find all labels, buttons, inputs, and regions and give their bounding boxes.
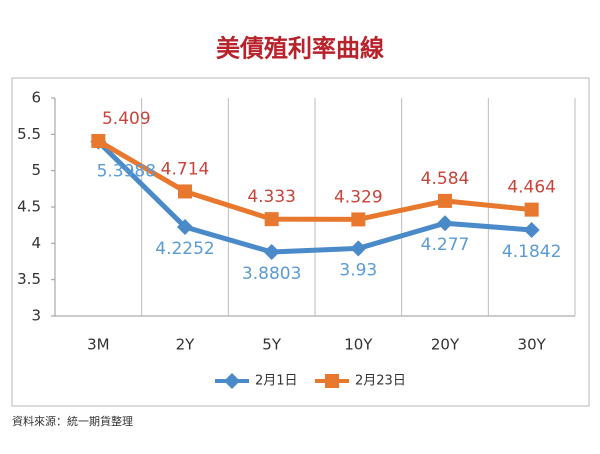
point-marker [523,221,540,238]
data-label: 4.584 [421,169,470,189]
legend-label: 2月1日 [255,374,298,389]
y-tick-label: 3.5 [17,270,41,288]
y-tick-label: 5 [31,161,41,179]
data-label: 4.277 [421,235,470,255]
legend-label: 2月23日 [355,374,406,389]
x-tick-label: 10Y [344,336,373,354]
x-tick-label: 20Y [431,336,460,354]
chart-frame [11,77,590,407]
y-tick-label: 5.5 [17,125,41,143]
chart-title: 美債殖利率曲線 [216,34,384,63]
data-label: 3.8803 [242,264,301,284]
data-label: 4.333 [247,187,296,207]
series-line [97,138,532,222]
data-label: 4.2252 [155,239,214,259]
point-marker [524,202,539,217]
y-tick-label: 6 [31,89,41,107]
y-tick-label: 4.5 [17,198,41,216]
legend-marker [224,373,240,389]
point-marker [178,184,192,199]
point-marker [91,133,106,148]
data-label: 3.93 [339,260,377,280]
data-label: 4.464 [507,178,556,198]
data-label: 4.329 [334,187,383,207]
point-marker [263,244,280,261]
data-label: 4.714 [161,159,210,179]
legend-marker [325,374,339,388]
data-label: 4.1842 [502,242,561,262]
point-marker [438,193,452,208]
source-note: 資料來源：統一期貨整理 [12,414,133,428]
x-tick-label: 2Y [176,336,196,354]
x-tick-label: 30Y [518,336,547,354]
series-line [96,139,532,255]
y-tick-label: 3 [31,307,41,325]
point-marker [437,215,453,232]
x-tick-label: 3M [87,336,110,354]
data-label: 5.3988 [97,162,156,182]
point-marker [177,218,193,235]
point-marker [351,212,366,227]
data-label: 5.409 [102,109,151,129]
point-marker [350,240,367,257]
x-tick-label: 5Y [262,336,282,354]
y-tick-label: 4 [31,234,41,252]
point-marker [264,212,279,227]
